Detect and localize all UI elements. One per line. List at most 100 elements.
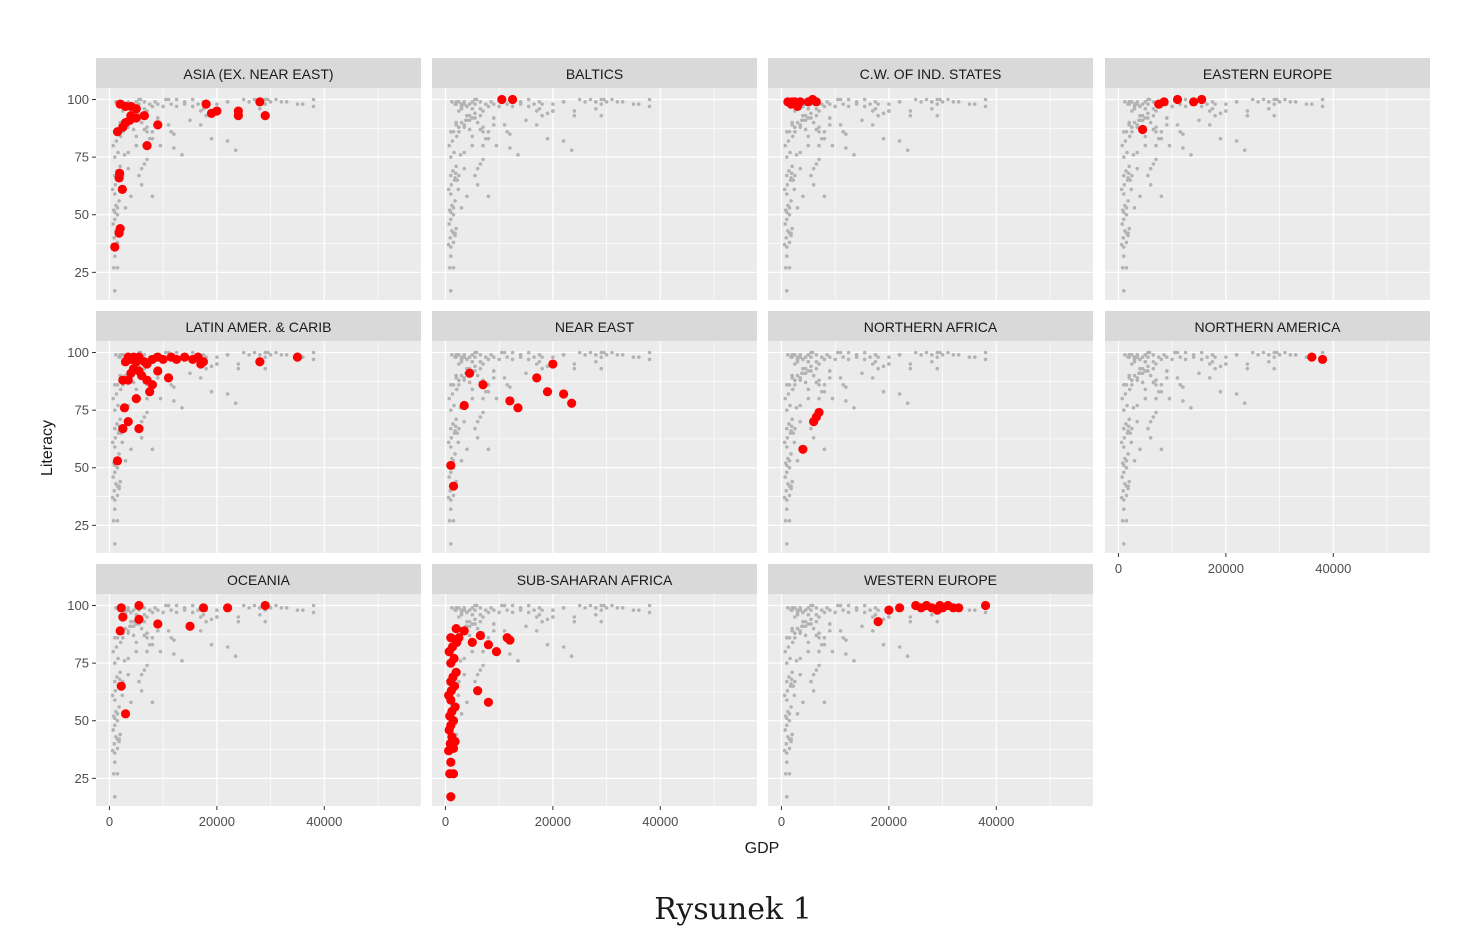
background-point bbox=[454, 373, 458, 378]
background-point bbox=[973, 355, 977, 359]
background-point bbox=[174, 350, 179, 355]
background-point bbox=[451, 493, 456, 498]
background-point bbox=[801, 624, 805, 629]
background-point bbox=[791, 684, 796, 688]
background-point bbox=[588, 97, 593, 102]
background-point bbox=[860, 624, 864, 629]
background-point bbox=[806, 612, 811, 617]
background-point bbox=[786, 456, 790, 461]
background-point bbox=[467, 633, 472, 638]
background-point bbox=[1143, 143, 1148, 148]
background-point bbox=[1154, 396, 1158, 401]
highlight-point bbox=[450, 702, 460, 712]
background-point bbox=[1143, 116, 1148, 120]
background-point bbox=[114, 645, 119, 649]
background-point bbox=[478, 619, 483, 624]
highlight-point bbox=[131, 394, 141, 404]
background-point bbox=[473, 364, 477, 369]
background-point bbox=[783, 461, 788, 465]
background-point bbox=[540, 355, 544, 359]
background-point bbox=[854, 355, 859, 359]
highlight-point bbox=[131, 104, 141, 114]
background-point bbox=[1183, 104, 1188, 109]
background-point bbox=[946, 350, 950, 355]
background-point bbox=[873, 353, 878, 357]
background-point bbox=[215, 362, 219, 366]
background-point bbox=[610, 350, 614, 355]
background-point bbox=[120, 693, 125, 698]
highlight-point bbox=[185, 621, 195, 631]
highlight-point bbox=[895, 603, 905, 613]
background-point bbox=[1146, 426, 1150, 431]
background-point bbox=[113, 445, 117, 449]
background-point bbox=[1125, 150, 1129, 155]
background-point bbox=[491, 376, 496, 380]
background-point bbox=[1127, 387, 1132, 392]
background-point bbox=[599, 113, 604, 118]
background-point bbox=[873, 100, 878, 104]
background-point bbox=[1122, 129, 1126, 134]
background-point bbox=[787, 382, 792, 387]
background-point bbox=[470, 353, 475, 357]
background-point bbox=[1181, 146, 1185, 150]
background-point bbox=[833, 357, 837, 362]
background-point bbox=[1122, 217, 1126, 222]
background-point bbox=[118, 387, 123, 392]
background-point bbox=[1148, 419, 1153, 424]
background-point bbox=[268, 353, 273, 357]
background-point bbox=[1143, 396, 1148, 401]
background-point bbox=[561, 645, 566, 649]
background-point bbox=[198, 376, 203, 380]
background-point bbox=[887, 102, 891, 106]
background-point bbox=[1140, 355, 1145, 359]
background-point bbox=[822, 194, 827, 199]
background-point bbox=[817, 649, 821, 654]
background-point bbox=[791, 431, 796, 435]
highlight-point bbox=[119, 403, 130, 413]
background-point bbox=[1138, 118, 1142, 123]
background-point bbox=[475, 166, 480, 171]
background-point bbox=[478, 353, 483, 357]
background-point bbox=[1143, 359, 1148, 364]
background-point bbox=[1159, 382, 1164, 387]
background-point bbox=[860, 371, 864, 376]
background-point bbox=[454, 387, 459, 392]
background-point bbox=[139, 626, 144, 631]
highlight-point bbox=[475, 630, 485, 641]
background-point bbox=[465, 194, 469, 199]
background-point bbox=[1164, 369, 1169, 373]
background-point bbox=[153, 100, 157, 104]
y-tick-label: 100 bbox=[67, 92, 89, 107]
background-point bbox=[1132, 206, 1137, 210]
background-point bbox=[583, 100, 587, 104]
background-point bbox=[182, 102, 187, 106]
highlight-point bbox=[451, 623, 461, 634]
background-point bbox=[1272, 102, 1277, 106]
background-point bbox=[1218, 136, 1223, 141]
background-point bbox=[198, 123, 203, 127]
background-point bbox=[115, 771, 120, 776]
background-point bbox=[459, 612, 464, 617]
background-point bbox=[783, 649, 787, 654]
background-point bbox=[798, 608, 803, 612]
background-point bbox=[787, 635, 792, 640]
background-point bbox=[116, 403, 120, 408]
background-point bbox=[457, 173, 461, 178]
background-point bbox=[1178, 382, 1183, 387]
background-point bbox=[1148, 435, 1153, 440]
background-point bbox=[446, 440, 451, 445]
background-point bbox=[457, 382, 461, 387]
background-point bbox=[451, 422, 455, 426]
background-point bbox=[113, 155, 117, 159]
background-point bbox=[798, 166, 803, 171]
background-point bbox=[110, 187, 115, 192]
background-point bbox=[225, 139, 230, 143]
background-point bbox=[817, 382, 821, 387]
background-point bbox=[803, 608, 808, 612]
background-point bbox=[459, 120, 464, 125]
background-point bbox=[785, 435, 790, 440]
background-point bbox=[449, 408, 453, 412]
background-point bbox=[284, 100, 289, 104]
highlight-point bbox=[467, 637, 477, 647]
background-point bbox=[811, 435, 816, 440]
